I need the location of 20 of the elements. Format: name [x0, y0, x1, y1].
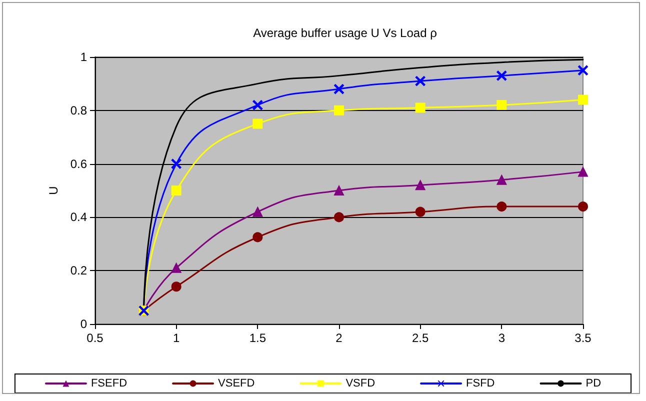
y-tick-label: 1 — [80, 50, 88, 64]
x-tick-label: 3 — [498, 331, 506, 345]
legend-label: PD — [586, 378, 602, 390]
y-axis-title: U — [46, 186, 60, 195]
legend-label: FSEFD — [90, 378, 128, 390]
legend-label: VSFD — [346, 378, 376, 390]
x-tick-label: 3.5 — [574, 331, 592, 345]
x-tick-label: 2.5 — [412, 331, 429, 345]
x-tick-label: 0.5 — [86, 331, 104, 345]
x-tick-label: 1 — [172, 331, 180, 345]
legend-label: VSEFD — [218, 378, 255, 390]
x-tick-label: 2 — [336, 331, 343, 345]
chart-title: Average buffer usage U Vs Load ρ — [253, 26, 438, 40]
y-tick-label: 0.4 — [70, 210, 88, 224]
y-tick-label: 0.6 — [70, 156, 88, 171]
y-tick-label: 0.2 — [70, 264, 88, 278]
y-tick-label: 0.8 — [70, 103, 88, 118]
y-tick-label: 0 — [80, 317, 88, 331]
legend-label: FSFD — [466, 378, 495, 390]
x-tick-label: 1.5 — [249, 331, 266, 345]
